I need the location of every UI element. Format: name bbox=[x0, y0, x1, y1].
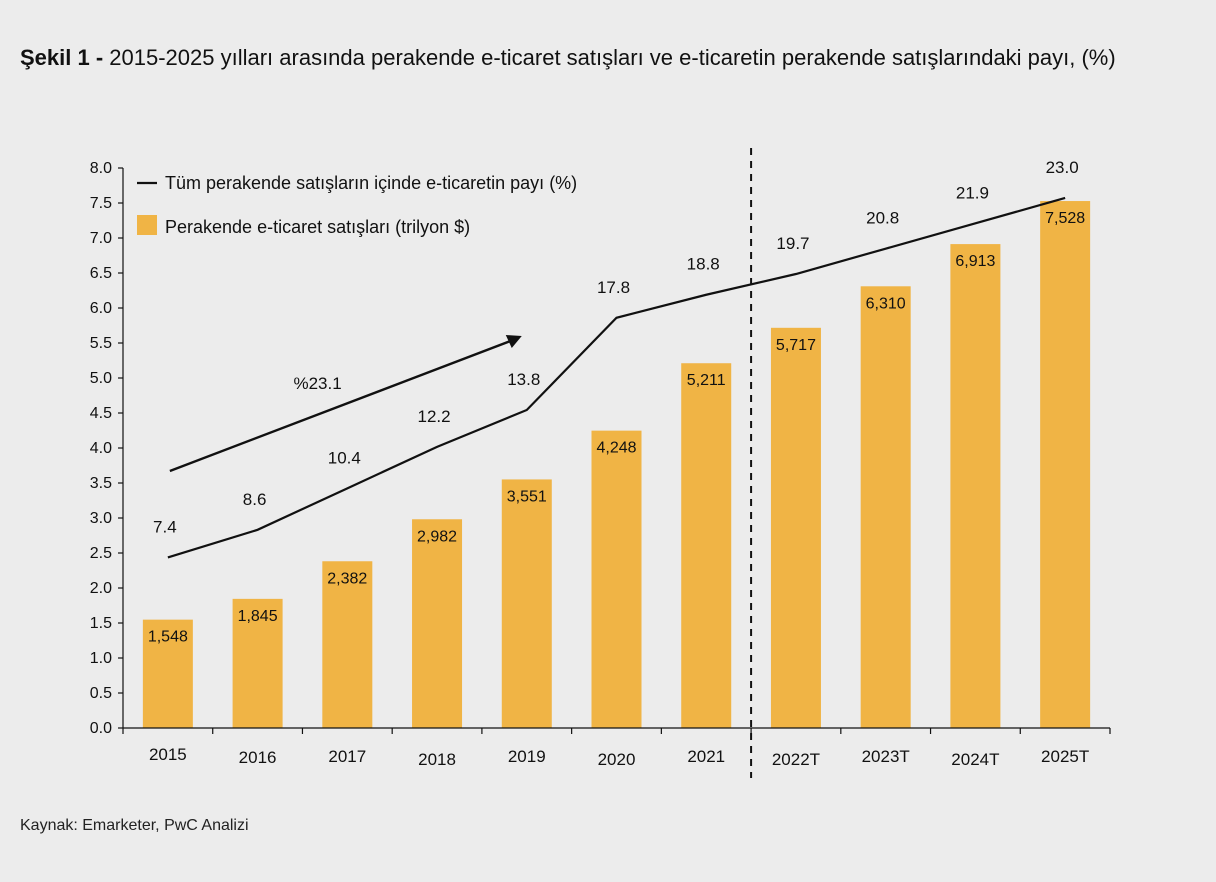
bar-value-label-2019: 3,551 bbox=[507, 488, 547, 505]
y-tick-label: 3.5 bbox=[90, 475, 112, 492]
legend-bar-swatch bbox=[137, 215, 157, 235]
bar-value-label-2022T: 5,717 bbox=[776, 337, 816, 354]
bar-2025T bbox=[1040, 201, 1091, 729]
y-tick-label: 6.0 bbox=[90, 300, 112, 317]
axes-layer: 0.0 0.5 1.0 1.5 2.0 2.5 3.0 3.5 4.0 4.5 5.0 5.5 6.0 6… bbox=[90, 160, 1111, 769]
share-value-label-2023T: 20.8 bbox=[866, 209, 899, 228]
y-tick-label: 8.0 bbox=[90, 160, 112, 177]
share-value-label-2024T: 21.9 bbox=[956, 183, 989, 202]
bar-2016 bbox=[232, 598, 283, 728]
growth-annotation-label: %23.1 bbox=[293, 374, 341, 393]
y-tick-label: 1.0 bbox=[90, 650, 112, 667]
bar-2018 bbox=[412, 519, 463, 728]
figure-label: Şekil 1 - bbox=[20, 45, 104, 70]
share-line-layer bbox=[167, 196, 1066, 559]
bar-2019 bbox=[501, 479, 552, 728]
legend-line-label: Tüm perakende satışların içinde e-ticare… bbox=[165, 173, 577, 193]
y-tick-label: 0.5 bbox=[90, 685, 112, 702]
x-tick-label-2021: 2021 bbox=[687, 747, 725, 766]
bar-2015 bbox=[142, 619, 193, 728]
chart-title: Şekil 1 - 2015-2025 yılları arasında per… bbox=[20, 44, 1190, 72]
bars-layer bbox=[142, 201, 1091, 729]
y-tick-label: 7.5 bbox=[90, 195, 112, 212]
y-tick-label: 1.5 bbox=[90, 615, 112, 632]
share-value-label-2017: 10.4 bbox=[328, 448, 361, 467]
data-labels-layer: 1,548 1,845 2,382 2,982 3,551 4,248 5,211 5,717… bbox=[148, 158, 1085, 646]
bar-value-label-2021: 5,211 bbox=[687, 372, 726, 389]
x-tick-label-2015: 2015 bbox=[149, 745, 187, 764]
growth-arrow-line bbox=[169, 337, 517, 473]
y-tick-label: 2.5 bbox=[90, 545, 112, 562]
bar-2024T bbox=[950, 244, 1001, 728]
bar-value-label-2025T: 7,528 bbox=[1045, 210, 1085, 227]
share-value-label-2018: 12.2 bbox=[417, 407, 450, 426]
bar-value-label-2017: 2,382 bbox=[327, 570, 367, 587]
y-tick-label: 5.0 bbox=[90, 370, 112, 387]
bar-value-label-2016: 1,845 bbox=[238, 608, 278, 625]
share-value-label-2021: 18.8 bbox=[687, 255, 720, 274]
y-tick-label: 0.0 bbox=[90, 720, 112, 737]
bar-2021 bbox=[681, 363, 732, 728]
bar-value-label-2020: 4,248 bbox=[596, 440, 636, 457]
share-value-label-2016: 8.6 bbox=[243, 490, 267, 509]
x-tick-label-2020: 2020 bbox=[598, 750, 636, 769]
source-note: Kaynak: Emarketer, PwC Analizi bbox=[20, 817, 249, 834]
y-tick-label: 6.5 bbox=[90, 265, 112, 282]
y-tick-label: 2.0 bbox=[90, 580, 112, 597]
x-tick-label-2025T: 2025T bbox=[1041, 747, 1089, 766]
bar-2017 bbox=[322, 561, 373, 728]
share-value-label-2020: 17.8 bbox=[597, 278, 630, 297]
x-tick-label-2023T: 2023T bbox=[862, 747, 910, 766]
share-value-label-2025T: 23.0 bbox=[1046, 158, 1079, 177]
share-value-label-2015: 7.4 bbox=[153, 517, 177, 536]
bar-value-label-2024T: 6,913 bbox=[955, 253, 995, 270]
x-tick-label-2016: 2016 bbox=[239, 748, 277, 767]
y-tick-label: 7.0 bbox=[90, 230, 112, 247]
bar-2020 bbox=[591, 430, 642, 728]
bar-value-label-2018: 2,982 bbox=[417, 528, 457, 545]
bar-2022T bbox=[770, 327, 821, 728]
growth-arrow-head bbox=[505, 335, 522, 348]
share-value-label-2022T: 19.7 bbox=[776, 234, 809, 253]
y-tick-label: 3.0 bbox=[90, 510, 112, 527]
figure-title-text: 2015-2025 yılları arasında perakende e-t… bbox=[109, 45, 1116, 70]
legend-bar-label: Perakende e-ticaret satışları (trilyon $… bbox=[165, 217, 470, 237]
bar-value-label-2023T: 6,310 bbox=[866, 295, 906, 312]
y-tick-label: 5.5 bbox=[90, 335, 112, 352]
legend: Tüm perakende satışların içinde e-ticare… bbox=[137, 173, 577, 237]
x-tick-label-2019: 2019 bbox=[508, 747, 546, 766]
x-tick-label-2024T: 2024T bbox=[951, 750, 999, 769]
bar-value-label-2015: 1,548 bbox=[148, 629, 188, 646]
y-tick-label: 4.5 bbox=[90, 405, 112, 422]
share-value-label-2019: 13.8 bbox=[507, 370, 540, 389]
y-tick-label: 4.0 bbox=[90, 440, 112, 457]
x-tick-label-2022T: 2022T bbox=[772, 750, 820, 769]
bar-2023T bbox=[860, 286, 911, 728]
growth-annotation: %23.1 bbox=[169, 335, 522, 473]
share-line bbox=[167, 196, 1066, 559]
x-tick-label-2018: 2018 bbox=[418, 750, 456, 769]
x-tick-label-2017: 2017 bbox=[328, 747, 366, 766]
